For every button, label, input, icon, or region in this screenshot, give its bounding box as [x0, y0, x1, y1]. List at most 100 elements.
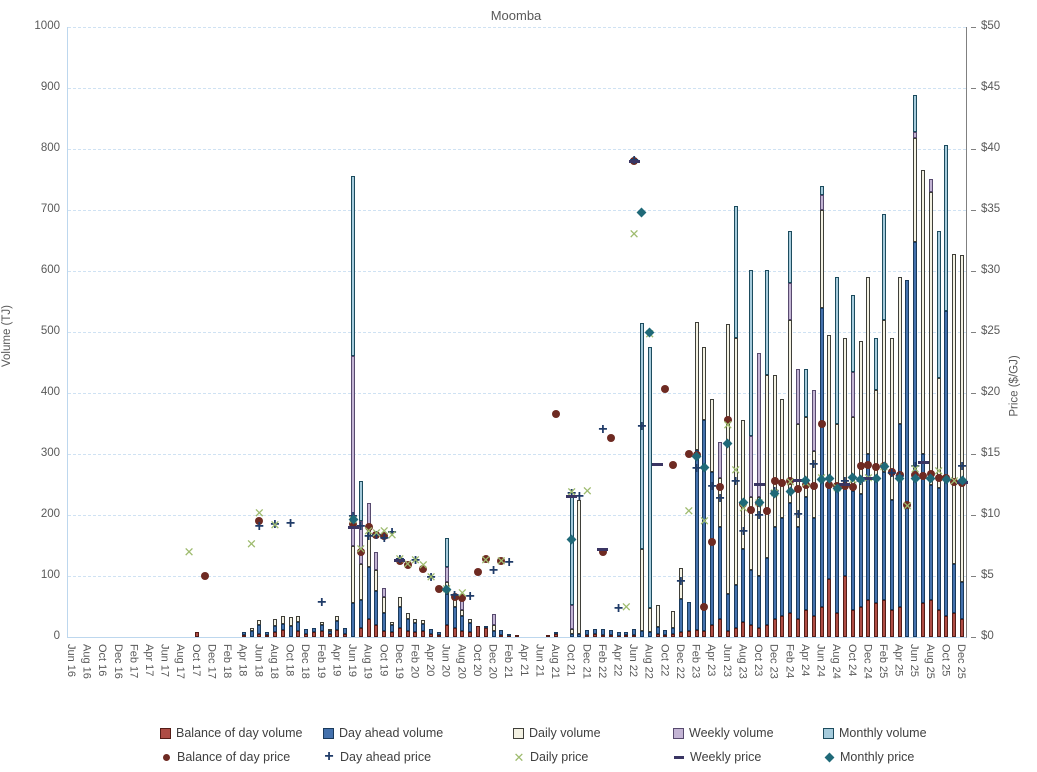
monthly-price-marker [636, 207, 647, 218]
volume-bar-segment [608, 635, 613, 637]
balance-of-day-price-marker [255, 517, 264, 526]
volume-bar-segment [835, 490, 840, 613]
volume-bar-segment [718, 527, 723, 619]
volume-bar-segment [960, 254, 965, 583]
x-axis-tick-label: Dec 21 [580, 644, 593, 679]
x-axis-tick-label: Jun 17 [158, 644, 171, 678]
volume-bar-segment [733, 585, 738, 628]
x-axis-tick-label: Jun 18 [252, 644, 265, 678]
volume-bar-segment [257, 633, 262, 637]
x-axis-tick-label: Oct 16 [96, 644, 109, 677]
x-axis-tick-label: Dec 20 [486, 644, 499, 679]
volume-bar-segment [382, 588, 387, 598]
day-ahead-price-marker: + [809, 455, 819, 473]
volume-bar-segment [842, 338, 847, 488]
x-axis-tick-label: Feb 25 [877, 644, 889, 679]
volume-bar-segment [913, 131, 918, 139]
daily-price-marker: ✕ [402, 556, 414, 572]
volume-bar-segment [397, 606, 402, 628]
balance-of-day-price-marker [716, 482, 725, 491]
volume-bar-segment [421, 630, 426, 637]
legend-column: Daily volume ✕ Daily price [513, 724, 673, 766]
volume-bar-segment [944, 310, 949, 616]
volume-bar-segment [725, 324, 730, 595]
weekly-price-marker [917, 461, 929, 465]
volume-bar-segment [788, 502, 793, 613]
volume-bar-segment [913, 138, 918, 242]
legend-item-day-ahead-price: + Day ahead price [323, 748, 513, 766]
y-right-tick-label: $20 [981, 386, 1001, 398]
volume-bar-segment [686, 630, 691, 637]
volume-bar-segment [569, 496, 574, 605]
balance-of-day-price-marker [872, 463, 881, 472]
x-axis-tick-label: Feb 20 [408, 644, 421, 679]
volume-bar-segment [678, 598, 683, 633]
y-left-tick-label: 1000 [34, 20, 60, 32]
balance-of-day-price-marker [380, 531, 389, 540]
volume-bar-segment [757, 627, 762, 637]
volume-bar-segment [741, 621, 746, 637]
volume-bar-segment [280, 615, 285, 624]
balance-of-day-price-marker [200, 572, 209, 580]
volume-bar-segment [655, 633, 660, 637]
volume-bar-segment [265, 635, 270, 637]
volume-bar-segment [600, 629, 605, 636]
volume-bar-segment [382, 612, 387, 631]
volume-bar-segment [554, 633, 559, 637]
daily-price-marker: ✕ [948, 473, 960, 489]
volume-bar-segment [671, 610, 676, 628]
balance-of-day-price-marker [458, 593, 467, 602]
volume-bar-segment [960, 618, 965, 637]
y-left-tick-label: 100 [40, 569, 60, 581]
volume-bar-segment [655, 626, 660, 634]
volume-bar-segment [405, 612, 410, 619]
volume-bar-segment [842, 576, 847, 637]
y-left-tick-label: 700 [40, 203, 60, 215]
y-right-tick-label: $30 [981, 264, 1001, 276]
volume-bar-segment [647, 607, 652, 633]
volume-bar-segment [272, 632, 277, 637]
volume-bar-segment [944, 145, 949, 311]
x-axis-tick-label: Feb 21 [502, 644, 515, 679]
volume-bar-segment [772, 618, 777, 637]
volume-bar-segment [390, 624, 395, 633]
volume-bar-segment [647, 632, 652, 637]
volume-bar-segment [436, 632, 441, 636]
y-right-tick-mark [971, 576, 976, 577]
volume-bar-segment [421, 619, 426, 624]
volume-bar-segment [304, 629, 309, 634]
volume-bar-segment [827, 487, 832, 580]
daily-price-marker: ✕ [417, 557, 429, 573]
volume-bar-segment [819, 210, 824, 308]
legend-label: Monthly price [840, 750, 915, 764]
volume-bar-segment [515, 635, 519, 637]
volume-bar-segment [671, 627, 676, 634]
volume-bar-segment [374, 624, 379, 637]
legend-label: Daily price [530, 750, 589, 764]
legend-label: Balance of day price [177, 750, 291, 764]
volume-bar-segment [600, 635, 605, 637]
volume-bar-segment [889, 338, 894, 500]
volume-bar-segment [569, 604, 574, 630]
diamond-glyph [824, 752, 834, 762]
monthly-price-marker-icon [823, 752, 835, 762]
volume-bar-segment [593, 633, 598, 637]
volume-bar-segment [241, 632, 246, 636]
balance-of-day-price-marker-icon [160, 753, 172, 761]
day-ahead-price-marker: + [387, 524, 397, 542]
balance-of-day-price-marker [497, 557, 506, 566]
balance-of-day-price-marker [887, 468, 896, 477]
volume-bar-segment [390, 632, 395, 637]
plus-glyph: + [324, 748, 334, 765]
volume-bar-segment [710, 472, 715, 625]
volume-bar-segment [749, 435, 754, 497]
daily-price-marker: ✕ [909, 461, 921, 477]
x-axis-tick-label: Oct 23 [752, 644, 765, 677]
volume-bar-segment [257, 624, 262, 634]
volume-bar-segment [655, 605, 660, 627]
volume-bar-segment [850, 295, 855, 372]
volume-bar-segment [921, 603, 926, 637]
volume-bar-segment [882, 600, 886, 637]
day-ahead-price-marker: + [887, 464, 897, 482]
volume-bar-segment [796, 618, 801, 637]
